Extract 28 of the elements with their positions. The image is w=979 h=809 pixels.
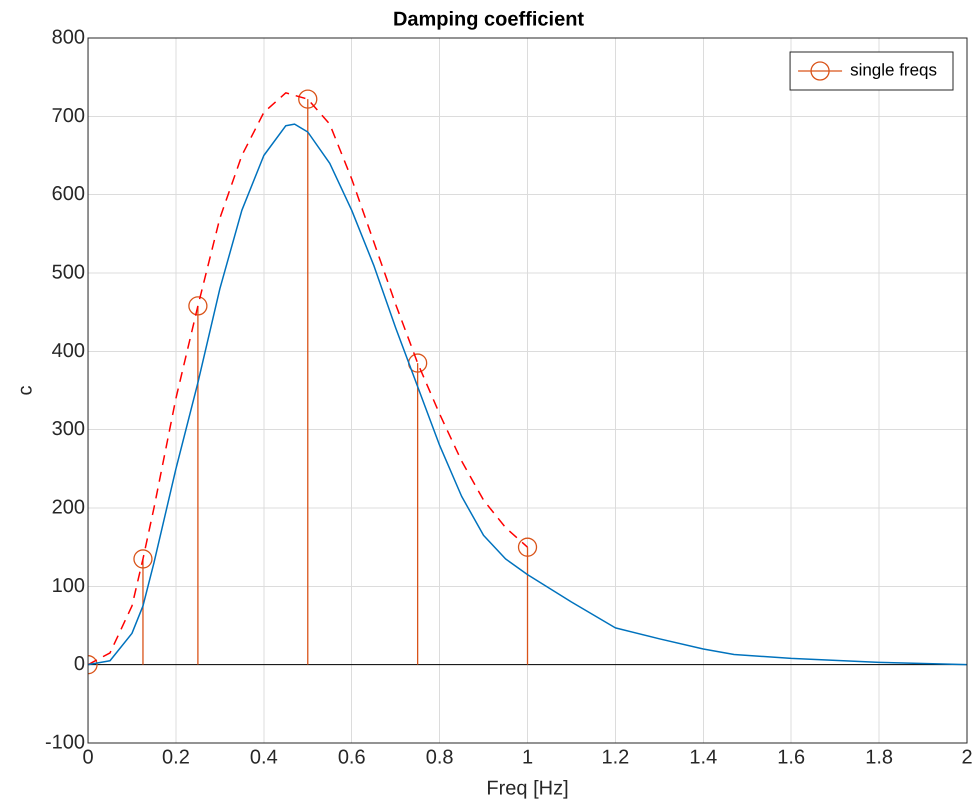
x-tick-label: 1 [522, 746, 534, 769]
x-tick-label: 0.6 [338, 746, 366, 769]
x-tick-label: 0.2 [162, 746, 190, 769]
legend-label: single freqs [850, 60, 938, 80]
y-tick-label: 800 [52, 26, 86, 49]
x-tick-label: 0.8 [426, 746, 454, 769]
y-tick-label: 100 [52, 574, 86, 597]
y-tick-label: 300 [52, 418, 86, 440]
point [518, 538, 538, 557]
y-axis-title: c [14, 386, 37, 396]
chart-title: Damping coefficient [392, 8, 584, 31]
x-tick-label: 2 [961, 746, 973, 769]
x-tick-label: 1.4 [689, 746, 718, 769]
x-tick-label: 1.2 [602, 746, 630, 769]
x-axis-title: Freq [Hz] [486, 778, 569, 800]
x-tick-label: 1.8 [865, 746, 894, 769]
x-tick-label: 1.6 [777, 746, 806, 769]
point [298, 89, 318, 109]
point [408, 353, 428, 373]
y-tick-label: 500 [52, 262, 86, 284]
y-tick-label: 600 [52, 183, 86, 206]
point [133, 549, 153, 569]
y-tick-label: 700 [52, 104, 86, 127]
y-tick-label: 400 [52, 340, 86, 362]
y-tick-label: 200 [52, 496, 86, 519]
y-tick-label: 0 [74, 653, 86, 676]
point [188, 296, 208, 316]
x-tick-label: 0.4 [250, 746, 278, 769]
